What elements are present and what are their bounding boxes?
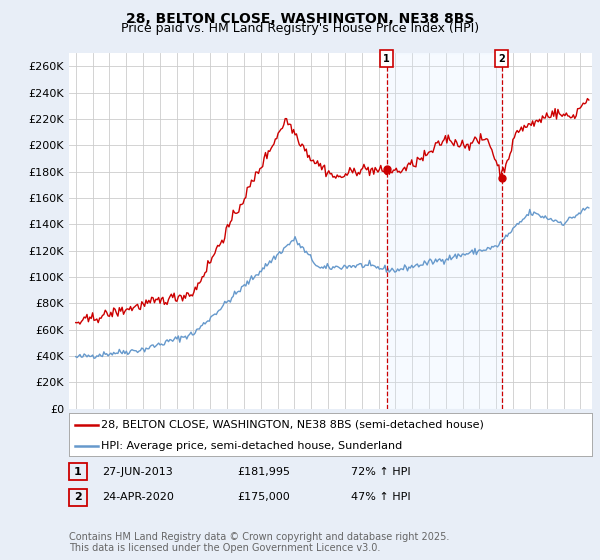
Text: 1: 1 xyxy=(74,466,82,477)
Text: £181,995: £181,995 xyxy=(237,466,290,477)
Text: 2: 2 xyxy=(74,492,82,502)
Bar xyxy=(387,53,502,409)
FancyBboxPatch shape xyxy=(495,50,508,67)
Text: Contains HM Land Registry data © Crown copyright and database right 2025.
This d: Contains HM Land Registry data © Crown c… xyxy=(69,531,449,553)
Text: 27-JUN-2013: 27-JUN-2013 xyxy=(102,466,173,477)
Text: 47% ↑ HPI: 47% ↑ HPI xyxy=(351,492,410,502)
Text: 2: 2 xyxy=(499,54,505,63)
Text: HPI: Average price, semi-detached house, Sunderland: HPI: Average price, semi-detached house,… xyxy=(101,441,403,451)
Text: £175,000: £175,000 xyxy=(237,492,290,502)
Text: 28, BELTON CLOSE, WASHINGTON, NE38 8BS (semi-detached house): 28, BELTON CLOSE, WASHINGTON, NE38 8BS (… xyxy=(101,420,484,430)
Text: 1: 1 xyxy=(383,54,390,63)
Text: 72% ↑ HPI: 72% ↑ HPI xyxy=(351,466,410,477)
Text: 24-APR-2020: 24-APR-2020 xyxy=(102,492,174,502)
Text: Price paid vs. HM Land Registry's House Price Index (HPI): Price paid vs. HM Land Registry's House … xyxy=(121,22,479,35)
FancyBboxPatch shape xyxy=(380,50,394,67)
Text: 28, BELTON CLOSE, WASHINGTON, NE38 8BS: 28, BELTON CLOSE, WASHINGTON, NE38 8BS xyxy=(126,12,474,26)
